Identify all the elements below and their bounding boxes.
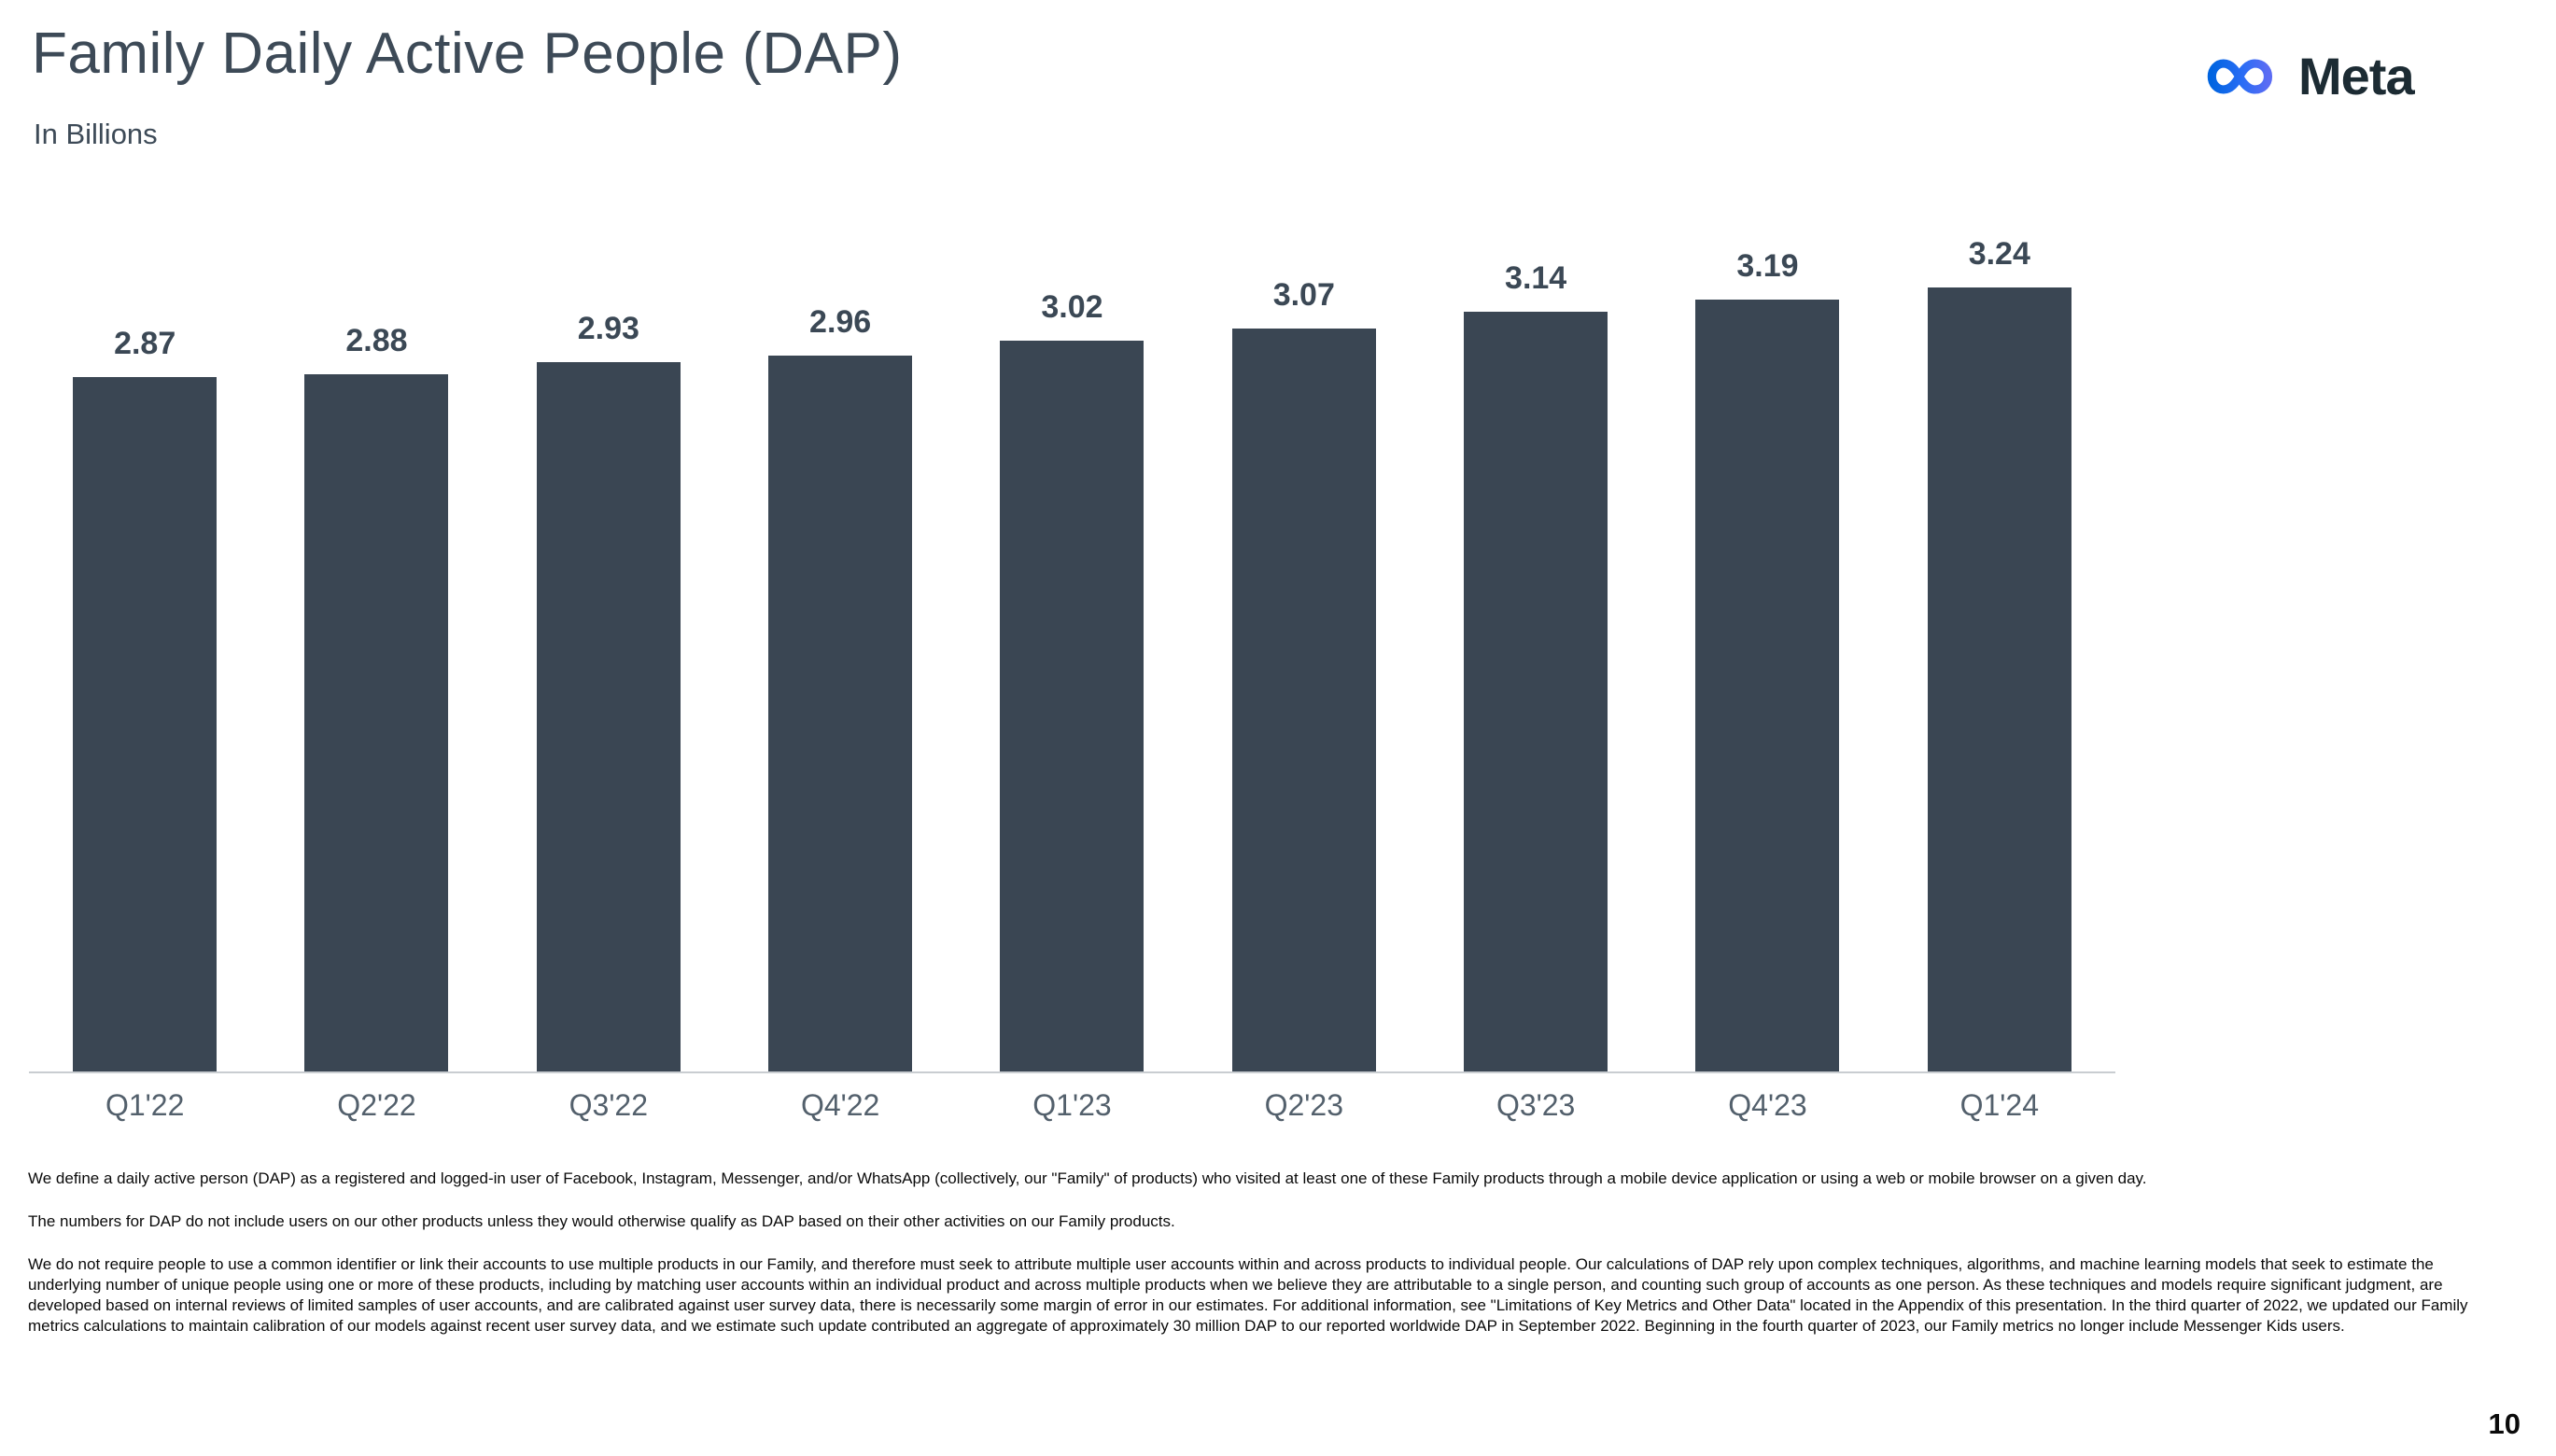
x-axis-tick-label: Q4'23 <box>1728 1088 1807 1122</box>
bar-value-label: 2.93 <box>577 311 639 346</box>
x-axis-tick-label: Q3'22 <box>569 1088 649 1122</box>
bar-chart: 2.87 2.88 2.93 2.96 3.02 3.07 3.14 3.19 3.24 <box>29 140 2115 1071</box>
bar <box>1231 329 1376 1071</box>
bar <box>1464 312 1608 1071</box>
bar-value-label: 2.87 <box>114 326 176 361</box>
x-axis-ticks: Q1'22 Q2'22 Q3'22 Q4'22 Q1'23 Q2'23 Q3'23 Q4'23… <box>29 1088 2115 1123</box>
bar-value-label: 2.88 <box>345 323 408 358</box>
bar-value-label: 3.24 <box>1968 236 2030 272</box>
bar-column: 3.24 <box>1884 236 2115 1071</box>
x-axis-tick-label: Q2'23 <box>1264 1088 1343 1122</box>
bar <box>1927 287 2071 1071</box>
bar-value-label: 3.19 <box>1736 248 1799 284</box>
x-axis-tick-label: Q2'22 <box>337 1088 416 1122</box>
bar <box>1000 341 1145 1071</box>
bar-column: 2.88 <box>260 323 492 1071</box>
x-axis-tick-label: Q3'23 <box>1496 1088 1576 1122</box>
bar-column: 2.93 <box>493 311 724 1071</box>
bar-column: 3.02 <box>956 289 1187 1071</box>
page-title: Family Daily Active People (DAP) <box>32 21 903 86</box>
bar <box>1695 300 1840 1071</box>
footnote-dap-scope: The numbers for DAP do not include users… <box>28 1212 1175 1230</box>
x-axis-tick-label: Q1'22 <box>105 1088 185 1122</box>
x-axis-line <box>29 1071 2115 1073</box>
bar-value-label: 3.07 <box>1272 277 1335 313</box>
bar <box>536 362 681 1071</box>
meta-infinity-icon <box>2205 52 2287 101</box>
bar-column: 3.14 <box>1420 260 1651 1071</box>
bar-value-label: 2.96 <box>809 304 872 340</box>
meta-wordmark: Meta <box>2298 47 2415 105</box>
meta-logo: Meta <box>2205 47 2415 106</box>
bar-column: 2.96 <box>724 304 956 1071</box>
footnote-dap-definition: We define a daily active person (DAP) as… <box>28 1169 2147 1187</box>
bar-value-label: 3.02 <box>1041 289 1103 325</box>
bar-column: 3.07 <box>1188 277 1420 1071</box>
bar-chart-plot: 2.87 2.88 2.93 2.96 3.02 3.07 3.14 3.19 3.24 <box>29 140 2115 1071</box>
bar <box>73 377 218 1071</box>
x-axis-tick-label: Q1'23 <box>1032 1088 1112 1122</box>
bar <box>304 374 449 1071</box>
footnote-dap-methodology: We do not require people to use a common… <box>28 1255 2468 1335</box>
bar-column: 3.19 <box>1651 248 1883 1071</box>
bar <box>768 356 913 1071</box>
bar-value-label: 3.14 <box>1505 260 1567 296</box>
chart-unit-label: In Billions <box>34 118 158 150</box>
x-axis-tick-label: Q4'22 <box>800 1088 880 1122</box>
page-number: 10 <box>2488 1407 2521 1440</box>
x-axis-tick-label: Q1'24 <box>1959 1088 2039 1122</box>
bar-column: 2.87 <box>29 326 260 1071</box>
footnotes: We define a daily active person (DAP) as… <box>28 1169 2469 1337</box>
